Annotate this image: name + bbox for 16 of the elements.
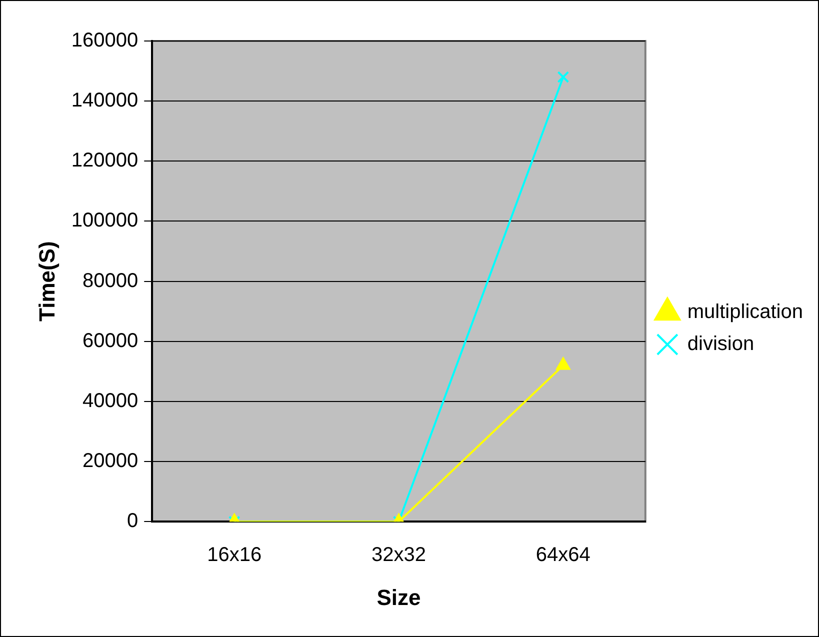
x-axis-title: Size (376, 584, 421, 610)
x-tick-label: 32x32 (372, 544, 426, 566)
y-axis-title: Time(S) (34, 241, 60, 322)
y-tick-label: 60000 (82, 330, 138, 352)
y-tick-label: 160000 (71, 30, 138, 52)
x-tick-label: 16x16 (207, 544, 262, 566)
y-tick-label: 40000 (82, 390, 138, 412)
y-tick-label: 80000 (82, 270, 138, 292)
legend-label: division (687, 333, 754, 356)
y-tick-label: 120000 (71, 150, 138, 172)
y-tick-label: 20000 (82, 450, 138, 472)
y-tick-label: 100000 (71, 210, 138, 232)
legend-label: multiplication (687, 301, 804, 324)
y-tick-label: 140000 (71, 90, 138, 112)
x-tick-label: 64x64 (536, 544, 590, 566)
y-tick-label: 0 (127, 510, 138, 532)
